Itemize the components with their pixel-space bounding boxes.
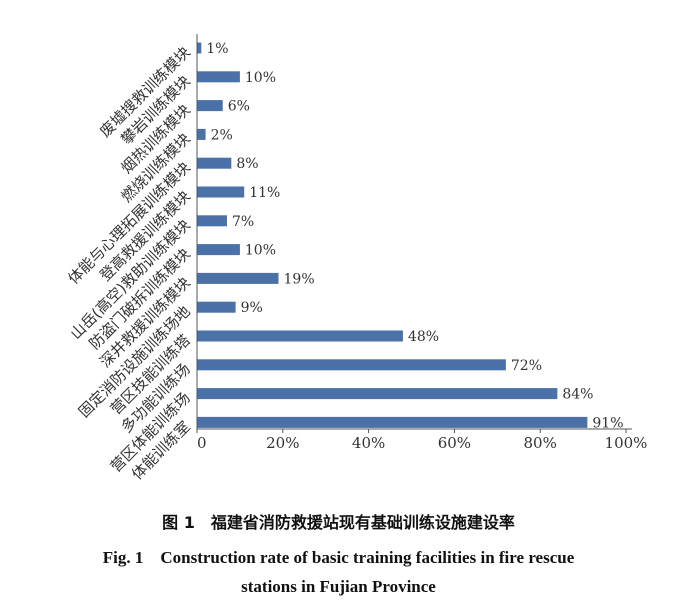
labels-layer: 1%废墟搜救训练模块 10%攀岩训练模块 6%烟热训练模块 2%燃烧训练模块 8%体能与… xyxy=(64,41,623,483)
caption-english-line-2: stations in Fujian Province xyxy=(241,577,436,596)
bar-value-label: 72% xyxy=(511,358,542,374)
caption-chinese: 图 1 福建省消防救援站现有基础训练设施建设率 xyxy=(162,513,515,532)
bar-value-label: 1% xyxy=(206,41,228,57)
bar xyxy=(197,128,206,140)
bar xyxy=(197,301,236,313)
bars-layer xyxy=(197,42,588,428)
bar xyxy=(197,42,202,54)
bar-value-label: 48% xyxy=(408,329,439,345)
bar-value-label: 8% xyxy=(236,156,258,172)
bar xyxy=(197,157,232,169)
bar-value-label: 9% xyxy=(241,300,263,316)
x-tick-label: 60% xyxy=(438,434,471,452)
bar-value-label: 10% xyxy=(245,70,276,86)
bar xyxy=(197,215,228,227)
bar xyxy=(197,186,245,198)
bar-value-label: 11% xyxy=(249,185,280,201)
bar xyxy=(197,388,558,400)
bar xyxy=(197,272,279,284)
caption-english-line-1: Fig. 1 Construction rate of basic traini… xyxy=(102,548,575,567)
bar-value-label: 19% xyxy=(284,271,315,287)
axis-layer: 0 20% 40% 60% 80% 100% xyxy=(196,34,648,452)
bar-value-label: 6% xyxy=(228,99,250,115)
bar xyxy=(197,330,403,342)
bar xyxy=(197,359,506,371)
bar-value-label: 10% xyxy=(245,243,276,259)
x-tick-label: 40% xyxy=(352,434,385,452)
x-tick-label: 100% xyxy=(605,434,648,452)
bar xyxy=(197,244,240,256)
bar xyxy=(197,416,588,428)
bar xyxy=(197,100,223,112)
bar-value-label: 84% xyxy=(562,387,593,403)
bar-chart: 0 20% 40% 60% 80% 100% 1%废墟搜救训练模块 10%攀岩训练模块 6%烟… xyxy=(64,34,648,483)
x-tick-label: 20% xyxy=(266,434,299,452)
bar xyxy=(197,71,240,83)
x-tick-label: 0 xyxy=(197,434,207,452)
bar-value-label: 7% xyxy=(232,214,254,230)
x-tick-label: 80% xyxy=(524,434,557,452)
bar-value-label: 91% xyxy=(592,415,623,431)
bar-value-label: 2% xyxy=(211,127,233,143)
